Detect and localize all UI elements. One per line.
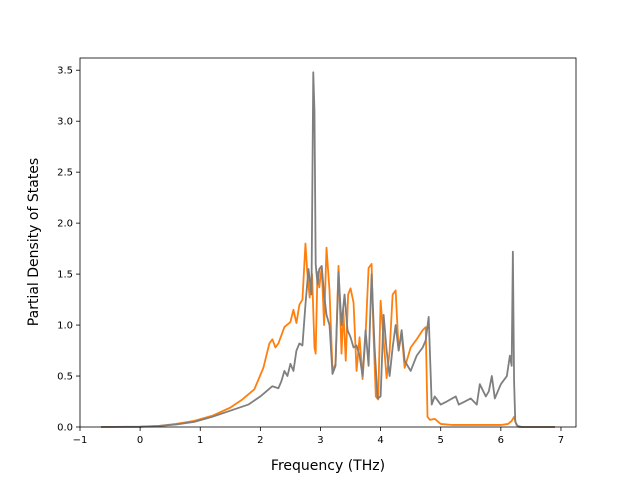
y-axis: 0.0 0.5 1.0 1.5 2.0 2.5 3.0 3.5 [57, 66, 80, 434]
x-tick-label: 4 [377, 435, 383, 446]
x-tick-label: 0 [137, 435, 143, 446]
x-tick-label: 1 [197, 435, 203, 446]
x-tick-label: 5 [438, 435, 444, 446]
y-tick-label: 1.5 [57, 270, 73, 281]
y-tick-label: 2.5 [57, 168, 73, 179]
x-tick-label: 3 [317, 435, 323, 446]
y-tick-label: 3.0 [57, 117, 73, 128]
plot-frame [79, 57, 577, 428]
y-tick-label: 3.5 [57, 66, 73, 77]
y-axis-label: Partial Density of States [26, 158, 42, 326]
y-tick-label: 1.0 [57, 321, 73, 332]
x-tick-label: 6 [498, 435, 504, 446]
y-tick-label: 2.0 [57, 219, 73, 230]
series-line-2 [101, 71, 555, 428]
x-tick-label: 7 [558, 435, 564, 446]
y-tick-label: 0.0 [57, 423, 73, 434]
y-tick-label: 0.5 [57, 372, 73, 383]
x-axis-label: Frequency (THz) [271, 458, 385, 474]
x-axis: −1 0 1 2 3 4 5 6 7 [73, 427, 564, 446]
x-tick-label: 2 [257, 435, 263, 446]
x-tick-label: −1 [73, 435, 88, 446]
series-layer [101, 71, 555, 428]
